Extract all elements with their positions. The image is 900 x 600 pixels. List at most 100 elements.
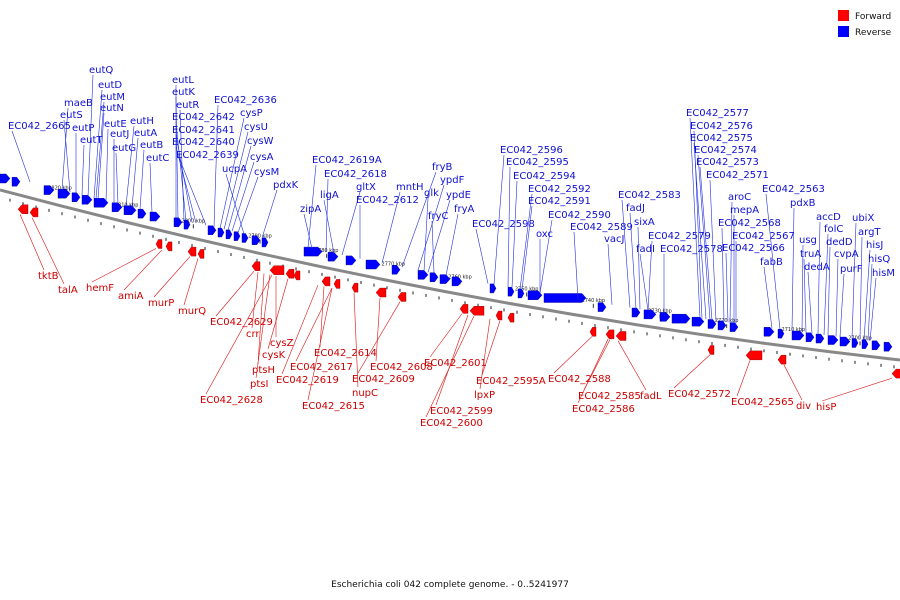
reverse-gene-47[interactable] bbox=[815, 333, 825, 344]
gene-label-reverse[interactable]: cysU bbox=[244, 122, 268, 133]
gene-label-reverse[interactable]: eutL bbox=[172, 75, 194, 86]
forward-gene-9[interactable] bbox=[293, 270, 301, 281]
gene-label-reverse[interactable]: eutE bbox=[104, 119, 127, 130]
gene-label-forward[interactable]: EC042_2586 bbox=[572, 404, 635, 415]
gene-label-reverse[interactable]: ubiX bbox=[852, 213, 874, 224]
gene-label-reverse[interactable]: gltX bbox=[356, 182, 376, 193]
forward-gene-12[interactable] bbox=[351, 282, 359, 293]
gene-label-reverse[interactable]: eutS bbox=[60, 110, 83, 121]
gene-label-reverse[interactable]: EC042_2598 bbox=[472, 219, 535, 230]
reverse-gene-28[interactable] bbox=[451, 276, 463, 287]
gene-label-reverse[interactable]: eutA bbox=[134, 128, 157, 139]
gene-label-forward[interactable]: hemF bbox=[86, 283, 114, 294]
reverse-gene-25[interactable] bbox=[417, 270, 429, 280]
gene-label-reverse[interactable]: EC042_2591 bbox=[528, 196, 591, 207]
gene-label-reverse[interactable]: EC042_2566 bbox=[722, 243, 785, 254]
reverse-gene-1[interactable] bbox=[11, 176, 21, 187]
gene-label-reverse[interactable]: EC042_2573 bbox=[696, 157, 759, 168]
reverse-gene-44[interactable] bbox=[777, 328, 785, 339]
gene-label-reverse[interactable]: eutP bbox=[72, 123, 94, 134]
reverse-gene-14[interactable] bbox=[217, 227, 225, 238]
forward-gene-21[interactable] bbox=[615, 331, 627, 341]
reverse-gene-20[interactable] bbox=[303, 246, 323, 257]
gene-label-reverse[interactable]: EC042_2577 bbox=[686, 108, 749, 119]
gene-label-reverse[interactable]: accD bbox=[816, 212, 841, 223]
gene-label-reverse[interactable]: EC042_2590 bbox=[548, 210, 611, 221]
gene-label-reverse[interactable]: zipA bbox=[300, 204, 321, 215]
forward-gene-17[interactable] bbox=[495, 310, 503, 321]
gene-label-forward[interactable]: lpxP bbox=[474, 390, 495, 401]
gene-label-reverse[interactable]: cvpA bbox=[834, 249, 859, 260]
gene-label-reverse[interactable]: eutR bbox=[176, 100, 199, 111]
gene-label-forward[interactable]: EC042_2619 bbox=[276, 375, 339, 386]
reverse-gene-31[interactable] bbox=[517, 288, 525, 299]
gene-label-forward[interactable]: murP bbox=[148, 298, 174, 309]
reverse-gene-50[interactable] bbox=[851, 338, 859, 348]
gene-label-reverse[interactable]: fabB bbox=[760, 257, 783, 268]
gene-label-reverse[interactable]: EC042_2639 bbox=[176, 150, 239, 161]
reverse-gene-17[interactable] bbox=[241, 233, 249, 243]
gene-label-reverse[interactable]: EC042_2578 bbox=[660, 244, 723, 255]
reverse-gene-23[interactable] bbox=[365, 259, 381, 270]
reverse-gene-36[interactable] bbox=[643, 309, 657, 320]
forward-gene-1[interactable] bbox=[29, 207, 39, 218]
reverse-gene-27[interactable] bbox=[439, 274, 451, 284]
forward-gene-2[interactable] bbox=[155, 239, 163, 249]
gene-label-reverse[interactable]: eutG bbox=[112, 143, 136, 154]
reverse-gene-41[interactable] bbox=[717, 320, 727, 331]
gene-label-reverse[interactable]: EC042_2575 bbox=[690, 133, 753, 144]
forward-gene-5[interactable] bbox=[197, 249, 205, 259]
forward-gene-6[interactable] bbox=[251, 261, 261, 271]
gene-label-forward[interactable]: nupC bbox=[352, 388, 378, 399]
gene-label-forward[interactable]: hisP bbox=[816, 402, 836, 413]
forward-gene-14[interactable] bbox=[397, 292, 407, 302]
gene-label-reverse[interactable]: hisJ bbox=[866, 240, 883, 251]
gene-label-reverse[interactable]: eutN bbox=[100, 103, 124, 114]
gene-label-reverse[interactable]: cysA bbox=[250, 152, 274, 163]
gene-label-reverse[interactable]: ucpA bbox=[222, 164, 247, 175]
reverse-gene-9[interactable] bbox=[137, 208, 147, 219]
gene-label-reverse[interactable]: eutC bbox=[146, 153, 169, 164]
gene-label-forward[interactable]: EC042_2599 bbox=[430, 406, 493, 417]
reverse-gene-35[interactable] bbox=[631, 307, 641, 318]
reverse-gene-51[interactable] bbox=[861, 339, 869, 349]
gene-label-reverse[interactable]: fryC bbox=[428, 211, 449, 222]
gene-label-reverse[interactable]: eutM bbox=[100, 92, 125, 103]
reverse-gene-37[interactable] bbox=[659, 312, 671, 322]
gene-label-reverse[interactable]: EC042_2592 bbox=[528, 184, 591, 195]
forward-gene-16[interactable] bbox=[469, 306, 485, 316]
reverse-gene-49[interactable] bbox=[839, 336, 851, 347]
reverse-gene-4[interactable] bbox=[71, 192, 81, 202]
gene-label-forward[interactable]: EC042_2609 bbox=[352, 374, 415, 385]
gene-label-reverse[interactable]: EC042_2665 bbox=[8, 121, 71, 132]
gene-label-reverse[interactable]: hisQ bbox=[868, 254, 890, 265]
gene-label-reverse[interactable]: pdxK bbox=[273, 180, 299, 191]
reverse-gene-43[interactable] bbox=[763, 327, 775, 337]
gene-label-reverse[interactable]: hisM bbox=[872, 268, 895, 279]
gene-label-reverse[interactable]: ypdE bbox=[446, 190, 471, 201]
reverse-gene-10[interactable] bbox=[149, 211, 161, 222]
gene-label-reverse[interactable]: EC042_2567 bbox=[732, 231, 795, 242]
gene-label-reverse[interactable]: EC042_2612 bbox=[356, 195, 419, 206]
gene-label-reverse[interactable]: EC042_2589 bbox=[570, 222, 633, 233]
gene-label-reverse[interactable]: cysP bbox=[240, 108, 263, 119]
gene-label-reverse[interactable]: eutT bbox=[80, 135, 103, 146]
gene-label-reverse[interactable]: eutD bbox=[98, 80, 122, 91]
reverse-gene-12[interactable] bbox=[183, 219, 191, 230]
gene-label-reverse[interactable]: eutK bbox=[172, 87, 195, 98]
gene-label-reverse[interactable]: EC042_2636 bbox=[214, 95, 277, 106]
gene-label-reverse[interactable]: EC042_2574 bbox=[694, 145, 757, 156]
forward-gene-25[interactable] bbox=[891, 368, 900, 379]
gene-label-forward[interactable]: ptsH bbox=[252, 365, 275, 376]
reverse-gene-30[interactable] bbox=[507, 286, 515, 297]
gene-label-forward[interactable]: ptsI bbox=[250, 379, 268, 390]
reverse-gene-6[interactable] bbox=[93, 198, 109, 208]
forward-gene-24[interactable] bbox=[777, 354, 787, 365]
reverse-gene-19[interactable] bbox=[261, 237, 269, 248]
forward-gene-7[interactable] bbox=[269, 265, 285, 275]
gene-label-reverse[interactable]: EC042_2642 bbox=[172, 112, 235, 123]
reverse-gene-3[interactable] bbox=[57, 188, 71, 199]
gene-label-forward[interactable]: EC042_2585 bbox=[578, 391, 641, 402]
reverse-gene-32[interactable] bbox=[527, 290, 543, 300]
gene-label-forward[interactable]: EC042_2608 bbox=[370, 362, 433, 373]
